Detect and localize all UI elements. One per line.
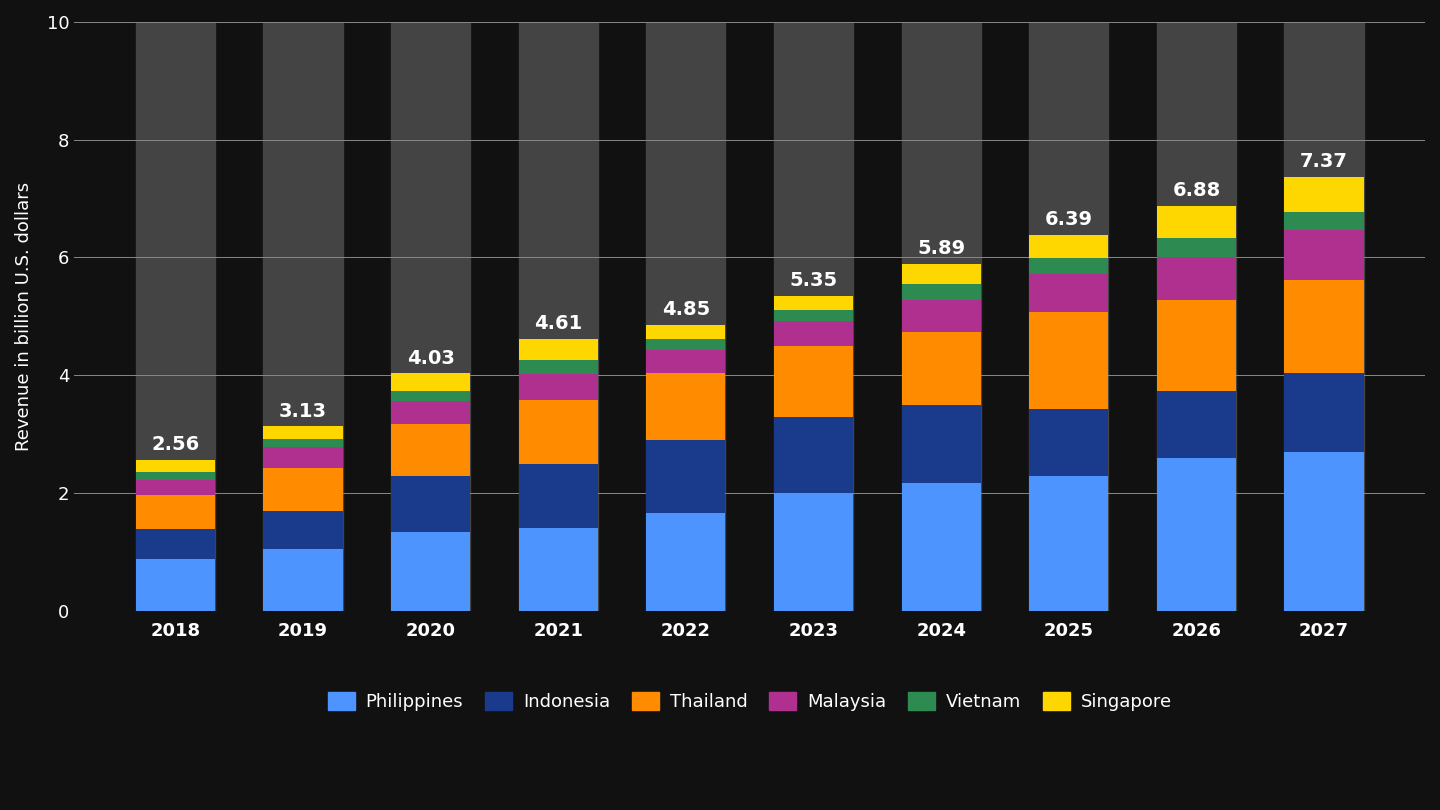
Bar xyxy=(647,339,726,350)
Legend: Philippines, Indonesia, Thailand, Malaysia, Vietnam, Singapore: Philippines, Indonesia, Thailand, Malays… xyxy=(321,684,1179,718)
Bar xyxy=(264,22,343,611)
Bar xyxy=(901,301,981,332)
Bar xyxy=(647,22,726,611)
Bar xyxy=(901,22,981,611)
Bar xyxy=(647,373,726,440)
Bar xyxy=(647,325,726,339)
Bar xyxy=(135,472,215,480)
Bar xyxy=(1156,458,1236,611)
Bar xyxy=(392,22,471,611)
Bar xyxy=(773,417,852,493)
Bar xyxy=(518,339,598,360)
Bar xyxy=(647,350,726,373)
Bar xyxy=(392,476,471,532)
Bar xyxy=(518,528,598,611)
Y-axis label: Revenue in billion U.S. dollars: Revenue in billion U.S. dollars xyxy=(14,181,33,451)
Text: 4.85: 4.85 xyxy=(662,301,710,319)
Bar xyxy=(135,495,215,529)
Bar xyxy=(901,284,981,301)
Bar xyxy=(135,480,215,495)
Bar xyxy=(135,460,215,472)
Bar xyxy=(135,22,215,611)
Bar xyxy=(264,439,343,447)
Bar xyxy=(264,447,343,467)
Bar xyxy=(264,467,343,511)
Text: 2.56: 2.56 xyxy=(151,435,200,454)
Bar xyxy=(773,347,852,417)
Bar xyxy=(135,529,215,559)
Bar xyxy=(647,440,726,513)
Text: 3.13: 3.13 xyxy=(279,402,327,420)
Bar xyxy=(1030,312,1109,409)
Bar xyxy=(647,513,726,611)
Bar xyxy=(392,373,471,390)
Bar xyxy=(901,404,981,484)
Text: 4.61: 4.61 xyxy=(534,314,582,334)
Bar xyxy=(1030,235,1109,258)
Bar xyxy=(135,559,215,611)
Bar xyxy=(518,400,598,464)
Bar xyxy=(1030,475,1109,611)
Bar xyxy=(1156,391,1236,458)
Bar xyxy=(1156,238,1236,257)
Bar xyxy=(518,360,598,374)
Bar xyxy=(518,22,598,611)
Bar xyxy=(1284,452,1364,611)
Bar xyxy=(1156,206,1236,238)
Text: 7.37: 7.37 xyxy=(1300,152,1348,171)
Text: 6.88: 6.88 xyxy=(1172,181,1221,200)
Bar xyxy=(901,484,981,611)
Text: 4.03: 4.03 xyxy=(406,348,455,368)
Bar xyxy=(1284,212,1364,230)
Text: 5.89: 5.89 xyxy=(917,239,965,258)
Bar xyxy=(901,332,981,404)
Bar xyxy=(773,296,852,309)
Bar xyxy=(392,401,471,424)
Bar xyxy=(773,493,852,611)
Bar xyxy=(1030,22,1109,611)
Bar xyxy=(1156,257,1236,301)
Bar xyxy=(1284,230,1364,279)
Bar xyxy=(1156,301,1236,391)
Bar xyxy=(1030,258,1109,274)
Bar xyxy=(1284,279,1364,373)
Bar xyxy=(392,390,471,401)
Bar xyxy=(773,22,852,611)
Bar xyxy=(264,511,343,549)
Bar xyxy=(1284,177,1364,212)
Bar xyxy=(264,426,343,439)
Bar xyxy=(392,532,471,611)
Bar xyxy=(1156,22,1236,611)
Text: 5.35: 5.35 xyxy=(789,271,838,290)
Bar xyxy=(773,309,852,321)
Bar xyxy=(1030,409,1109,475)
Bar xyxy=(1284,22,1364,611)
Bar xyxy=(392,424,471,476)
Text: 6.39: 6.39 xyxy=(1045,210,1093,228)
Bar xyxy=(773,321,852,347)
Bar xyxy=(1284,373,1364,452)
Bar xyxy=(1030,274,1109,312)
Bar xyxy=(264,549,343,611)
Bar xyxy=(518,374,598,400)
Bar xyxy=(518,464,598,528)
Bar xyxy=(901,264,981,284)
